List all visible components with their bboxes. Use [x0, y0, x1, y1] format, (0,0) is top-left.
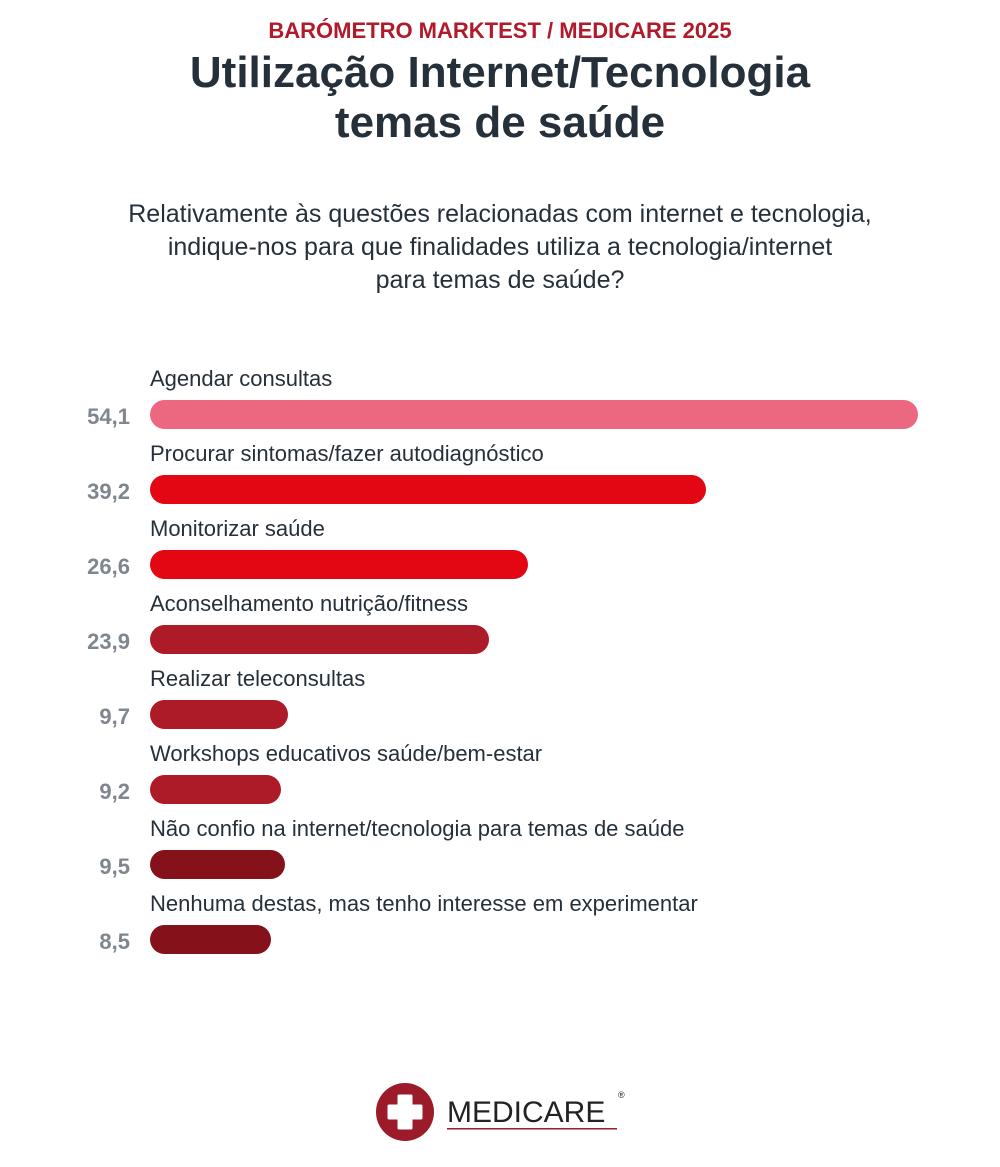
bar [150, 625, 490, 654]
logo-text: MEDICARE [447, 1096, 605, 1129]
title-line-1: Utilização Internet/Tecnologia [189, 48, 811, 97]
bar [150, 400, 918, 429]
bar [150, 775, 281, 804]
page-title: Utilização Internet/Tecnologia temas de … [0, 48, 1000, 148]
value-label: 54,1 [87, 404, 130, 429]
value-label: 9,7 [99, 704, 130, 729]
value-label: 39,2 [87, 479, 130, 504]
question: Relativamente às questões relacionadas c… [0, 198, 1000, 297]
value-label: 8,5 [99, 929, 130, 954]
category-label: Aconselhamento nutrição/fitness [150, 591, 468, 616]
registered-mark: ® [618, 1090, 625, 1100]
question-line-2: indique-nos para que finalidades utiliza… [167, 233, 833, 261]
category-label: Não confio na internet/tecnologia para t… [150, 816, 685, 841]
category-label: Workshops educativos saúde/bem-estar [150, 741, 543, 766]
plus-icon [387, 1094, 423, 1130]
value-label: 9,5 [99, 854, 130, 879]
medicare-logo: MEDICARE ® [376, 1083, 625, 1141]
logo-underline [447, 1128, 617, 1130]
value-label: 9,2 [99, 779, 130, 804]
question-line-1: Relativamente às questões relacionadas c… [128, 200, 872, 228]
value-label: 23,9 [87, 629, 130, 654]
category-label: Procurar sintomas/fazer autodiagnóstico [150, 441, 544, 466]
bar [150, 850, 285, 879]
bar [150, 700, 288, 729]
category-label: Realizar teleconsultas [150, 666, 366, 691]
category-label: Nenhuma destas, mas tenho interesse em e… [150, 891, 698, 916]
kicker: BARÓMETRO MARKTEST / MEDICARE 2025 [268, 18, 732, 43]
question-line-3: para temas de saúde? [375, 266, 625, 294]
bar [150, 925, 271, 954]
title-line-2: temas de saúde [334, 98, 666, 147]
category-label: Agendar consultas [150, 366, 333, 391]
category-label: Monitorizar saúde [150, 516, 325, 541]
value-label: 26,6 [87, 554, 130, 579]
bar [150, 475, 707, 504]
bar [150, 550, 528, 579]
